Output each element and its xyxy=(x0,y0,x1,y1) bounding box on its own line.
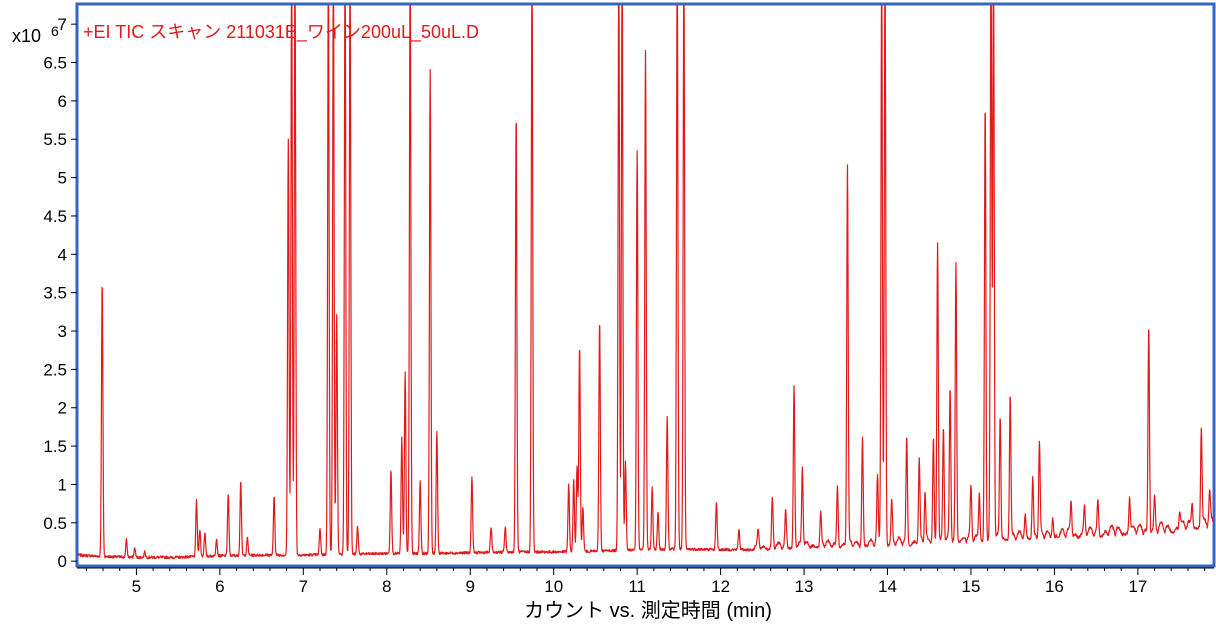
y-axis-multiplier: x10 6 xyxy=(12,23,59,46)
x-tick-label: 15 xyxy=(962,577,981,596)
x-tick-label: 7 xyxy=(299,577,308,596)
x-tick-label: 13 xyxy=(795,577,814,596)
x-tick-label: 16 xyxy=(1045,577,1064,596)
x-axis-label: カウント vs. 測定時間 (min) xyxy=(524,599,772,622)
x-tick-label: 12 xyxy=(711,577,730,596)
tic-trace-line xyxy=(78,5,1213,560)
y-tick-label: 1.5 xyxy=(43,437,67,456)
y-tick-label: 2 xyxy=(58,399,67,418)
x-tick-label: 14 xyxy=(878,577,897,596)
plot-area xyxy=(78,5,1213,560)
y-tick-label: 2.5 xyxy=(43,360,67,379)
y-tick-label: 7 xyxy=(58,15,67,34)
y-tick-label: 3.5 xyxy=(43,284,67,303)
y-tick-label: 3 xyxy=(58,322,67,341)
x-axis: 5 6 7 8 9 10 11 12 13 14 15 16 17 xyxy=(77,567,1214,596)
y-axis-multiplier-base: x10 xyxy=(12,26,41,46)
y-tick-label: 0 xyxy=(58,552,67,571)
y-tick-label: 4.5 xyxy=(43,207,67,226)
x-tick-label: 17 xyxy=(1128,577,1147,596)
x-tick-label: 5 xyxy=(132,577,141,596)
y-axis-multiplier-exponent: 6 xyxy=(51,23,59,39)
chart-title: +EI TIC スキャン 211031E_ワイン200uL_50uL.D xyxy=(83,22,479,43)
x-tick-label: 8 xyxy=(382,577,391,596)
x-tick-label: 10 xyxy=(544,577,563,596)
y-axis: 0 0.5 1 1.5 2 2.5 3 3.5 4 4.5 5 5.5 6 6.5 7 xyxy=(43,15,77,571)
y-tick-label: 4 xyxy=(58,245,67,264)
y-tick-label: 1 xyxy=(58,475,67,494)
x-tick-label: 11 xyxy=(628,577,646,596)
y-tick-label: 5.5 xyxy=(43,130,67,149)
y-tick-label: 6 xyxy=(58,92,67,111)
y-tick-label: 0.5 xyxy=(43,514,67,533)
y-tick-label: 5 xyxy=(58,169,67,188)
x-tick-label: 6 xyxy=(215,577,224,596)
y-tick-label: 6.5 xyxy=(43,54,67,73)
x-tick-label: 9 xyxy=(466,577,475,596)
